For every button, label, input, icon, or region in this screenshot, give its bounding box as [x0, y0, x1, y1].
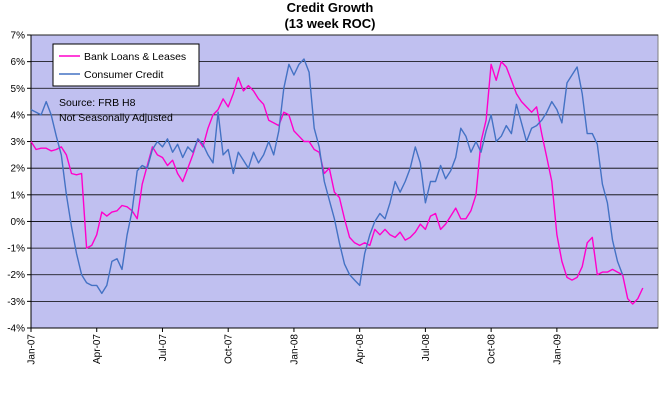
legend-label-bank-loans: Bank Loans & Leases [84, 51, 186, 63]
series-line-0 [30, 60, 644, 305]
x-tick-label: Jul-08 [421, 334, 432, 362]
series-layer [30, 58, 644, 305]
x-tick-label: Apr-08 [355, 334, 366, 364]
x-tick-label: Apr-07 [92, 334, 103, 364]
y-tick-label: -4% [7, 324, 25, 335]
x-tick-label: Oct-08 [487, 334, 498, 364]
y-tick-label: 1% [11, 190, 26, 201]
legend-label-consumer-credit: Consumer Credit [84, 69, 163, 81]
legend-box [52, 43, 200, 87]
series-line-1 [30, 58, 624, 295]
chart-subtitle: (13 week ROC) [284, 16, 375, 31]
source-annotation: Source: FRB H8 [59, 97, 136, 109]
y-tick-label: -1% [7, 244, 25, 255]
y-tick-label: 6% [11, 57, 26, 68]
chart-title: Credit Growth [287, 0, 374, 15]
y-tick-label: -2% [7, 270, 25, 281]
x-tick-label: Jan-09 [552, 334, 563, 365]
y-tick-label: 2% [11, 164, 26, 175]
y-tick-label: 5% [11, 84, 26, 95]
y-tick-label: 3% [11, 137, 26, 148]
y-tick-label: 7% [11, 31, 26, 42]
x-tick-label: Oct-07 [224, 334, 235, 364]
x-tick-label: Jan-07 [27, 334, 38, 365]
y-axis: -4% -3% -2% -1% 0% 1% 2% 3% 4% 5% 6% 7% [7, 31, 32, 335]
x-tick-label: Jan-08 [289, 334, 300, 365]
x-tick-label: Jul-07 [158, 334, 169, 362]
y-tick-label: -3% [7, 297, 25, 308]
y-tick-label: 0% [11, 217, 26, 228]
seasonal-annotation: Not Seasonally Adjusted [59, 112, 173, 124]
y-tick-label: 4% [11, 110, 26, 121]
x-axis: Jan-07 Apr-07 Jul-07 Oct-07 Jan-08 Apr-08 Jul-… [27, 327, 658, 365]
legend: Bank Loans & Leases Consumer Credit [52, 43, 200, 87]
